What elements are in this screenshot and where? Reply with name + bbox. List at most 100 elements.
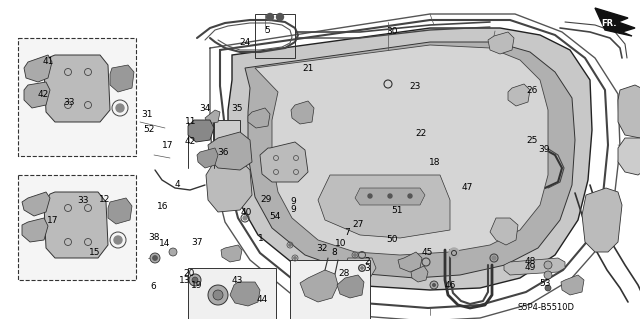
Polygon shape <box>188 120 214 142</box>
Text: 52: 52 <box>143 125 154 134</box>
Text: 27: 27 <box>353 220 364 229</box>
Text: 46: 46 <box>444 281 456 290</box>
Text: 34: 34 <box>199 104 211 113</box>
Text: 10: 10 <box>335 239 347 248</box>
Text: 29: 29 <box>260 195 271 204</box>
Text: 31: 31 <box>141 110 153 119</box>
Text: 9: 9 <box>291 197 296 206</box>
Circle shape <box>354 254 356 256</box>
Polygon shape <box>355 188 425 205</box>
Text: 26: 26 <box>527 86 538 95</box>
Text: 3: 3 <box>364 264 369 273</box>
Polygon shape <box>110 65 134 92</box>
Text: 40: 40 <box>241 208 252 217</box>
Polygon shape <box>197 148 218 168</box>
Text: 54: 54 <box>269 212 281 221</box>
Text: 28: 28 <box>338 269 349 278</box>
Circle shape <box>208 285 228 305</box>
Circle shape <box>294 257 296 259</box>
Circle shape <box>388 194 392 198</box>
Text: 20: 20 <box>183 269 195 278</box>
Polygon shape <box>504 258 565 275</box>
Polygon shape <box>24 82 50 108</box>
Text: 42: 42 <box>38 90 49 99</box>
Polygon shape <box>618 85 640 138</box>
Polygon shape <box>595 8 635 36</box>
Polygon shape <box>300 270 338 302</box>
Bar <box>18 38 136 156</box>
Text: 41: 41 <box>42 57 54 66</box>
Text: 8: 8 <box>332 248 337 256</box>
Polygon shape <box>24 55 52 82</box>
Text: 49: 49 <box>524 263 536 272</box>
Text: 7: 7 <box>345 228 350 237</box>
Bar <box>188 268 276 319</box>
Text: 35: 35 <box>231 104 243 113</box>
Text: 17: 17 <box>162 141 173 150</box>
Circle shape <box>449 248 459 258</box>
Text: 48: 48 <box>524 257 536 266</box>
Circle shape <box>430 281 438 289</box>
Polygon shape <box>618 138 640 175</box>
Circle shape <box>266 13 273 20</box>
Text: FR.: FR. <box>601 19 617 28</box>
Polygon shape <box>230 282 260 306</box>
Circle shape <box>492 256 496 260</box>
Text: 4: 4 <box>175 180 180 189</box>
Polygon shape <box>44 192 108 258</box>
Text: 6: 6 <box>151 282 156 291</box>
Text: S5P4-B5510D: S5P4-B5510D <box>518 302 575 311</box>
Circle shape <box>408 194 412 198</box>
Text: 14: 14 <box>159 239 171 248</box>
Text: 25: 25 <box>527 137 538 145</box>
Text: 42: 42 <box>184 137 196 146</box>
Text: 13: 13 <box>179 276 190 285</box>
Text: 5: 5 <box>265 26 270 35</box>
Text: 21: 21 <box>303 64 314 73</box>
Text: 53: 53 <box>540 279 551 288</box>
Circle shape <box>289 244 291 246</box>
Polygon shape <box>582 188 622 252</box>
Polygon shape <box>488 32 514 54</box>
Text: 36: 36 <box>217 148 228 157</box>
Text: 9: 9 <box>291 205 296 214</box>
Circle shape <box>153 256 157 260</box>
Circle shape <box>116 104 124 112</box>
Text: 18: 18 <box>429 158 441 167</box>
Text: 39: 39 <box>538 145 550 154</box>
Text: 33: 33 <box>77 196 89 205</box>
Circle shape <box>189 274 201 286</box>
Bar <box>290 260 370 319</box>
Circle shape <box>361 267 364 269</box>
Circle shape <box>544 271 552 279</box>
Polygon shape <box>22 192 50 216</box>
Polygon shape <box>255 45 548 255</box>
Polygon shape <box>22 218 48 242</box>
Polygon shape <box>508 84 530 106</box>
Text: 1: 1 <box>259 234 264 243</box>
Text: 38: 38 <box>148 233 159 242</box>
Polygon shape <box>318 175 450 238</box>
Polygon shape <box>205 110 220 124</box>
Text: 51: 51 <box>391 206 403 215</box>
Polygon shape <box>398 252 422 272</box>
Bar <box>18 175 136 280</box>
Circle shape <box>169 248 177 256</box>
Text: 16: 16 <box>157 202 169 211</box>
Circle shape <box>213 290 223 300</box>
Circle shape <box>276 13 284 20</box>
Circle shape <box>545 285 551 291</box>
Polygon shape <box>248 108 270 128</box>
Circle shape <box>368 194 372 198</box>
Text: 33: 33 <box>63 98 75 107</box>
Text: 47: 47 <box>461 183 473 192</box>
Circle shape <box>243 216 247 220</box>
Polygon shape <box>490 218 518 245</box>
Text: 22: 22 <box>415 130 427 138</box>
Polygon shape <box>260 142 308 182</box>
Text: 44: 44 <box>257 295 268 304</box>
Polygon shape <box>228 28 592 290</box>
Text: 2: 2 <box>364 257 369 266</box>
Polygon shape <box>411 266 428 282</box>
Circle shape <box>192 277 198 283</box>
